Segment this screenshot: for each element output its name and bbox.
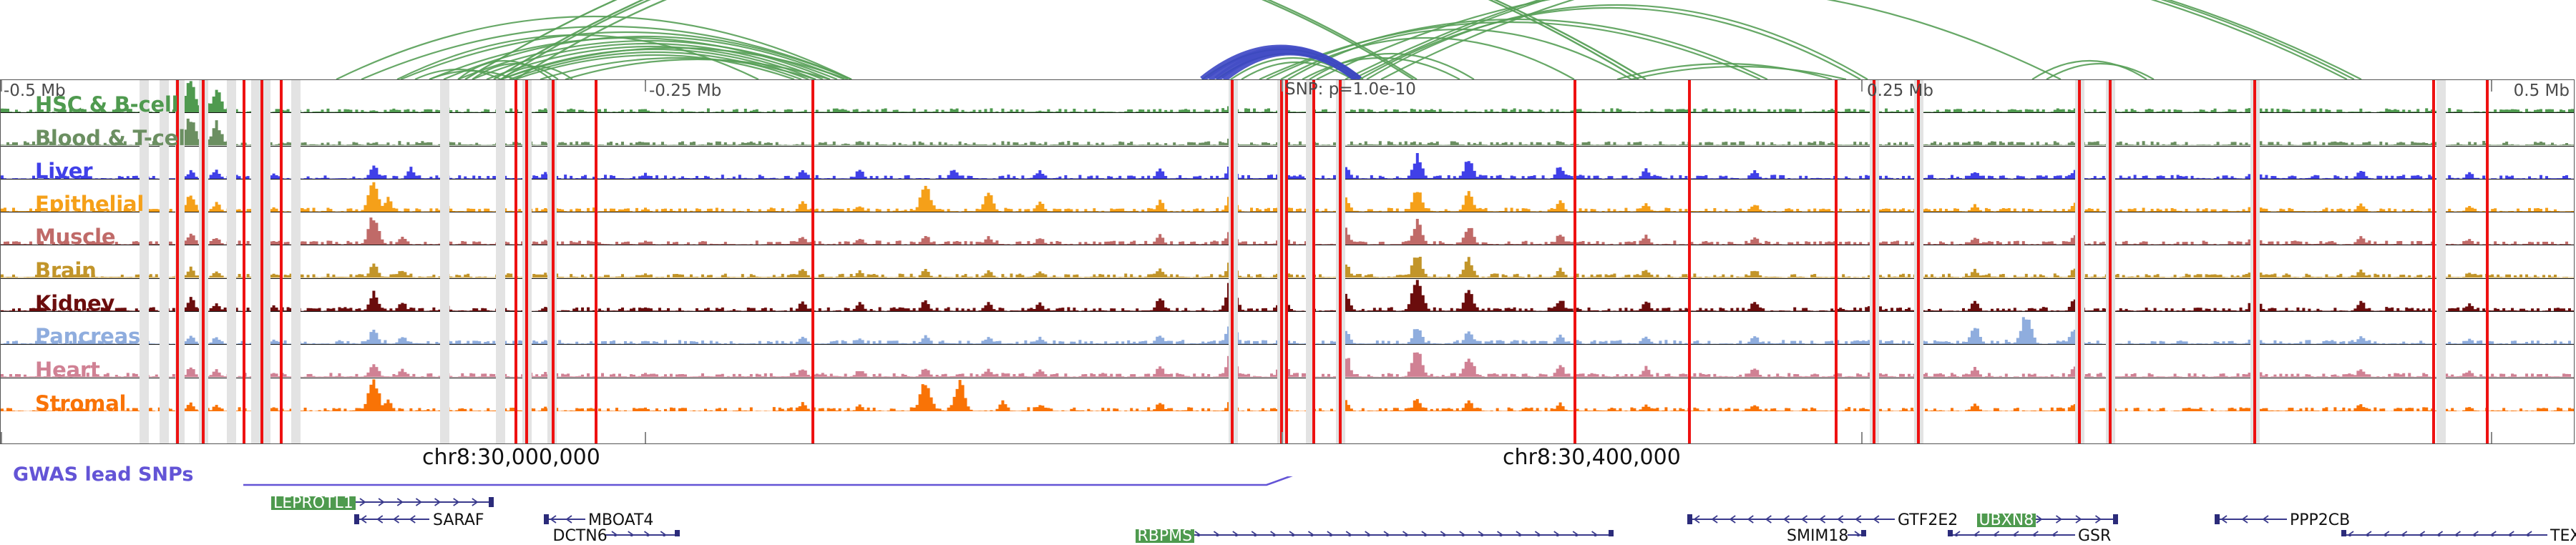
axis-tick	[1282, 432, 1283, 443]
track-label-epithelial: Epithelial	[35, 192, 145, 213]
axis-tick	[2491, 432, 2492, 443]
track-label-pancreas: Pancreas	[35, 324, 141, 345]
track-label-muscle: Muscle	[35, 225, 116, 246]
coordinate-label: chr8:30,000,000	[422, 445, 600, 470]
track-label-brain: Brain	[35, 257, 97, 279]
gene-label-gtf2e2[interactable]: GTF2E2	[1898, 511, 1958, 529]
gwas-lead-snps-connector: GWAS lead SNPs	[0, 458, 2576, 495]
axis-label-left: -0.5 Mb	[4, 82, 66, 100]
track-label-heart: Heart	[35, 357, 100, 378]
gene-label-ppp2cb[interactable]: PPP2CB	[2290, 511, 2351, 529]
axis-label-quarter-left: -0.25 Mb	[649, 82, 722, 100]
gene-annotation-track: LEPROTL1 SARAF MBOAT4 DCTN6 RBPMS GTF2E2 SMIM1…	[0, 494, 2576, 544]
gwas-lead-snps-label: GWAS lead SNPs	[13, 463, 194, 486]
coordinate-labels: chr8:30,000,000 chr8:30,400,000	[0, 445, 2576, 478]
axis-tick	[1, 432, 2, 443]
coordinate-label: chr8:30,400,000	[1503, 445, 1681, 470]
track-label-kidney: Kidney	[35, 291, 115, 313]
axis-tick	[645, 432, 646, 443]
axis-label-quarter-right: 0.25 Mb	[1867, 82, 1933, 100]
gene-label-leprotl1[interactable]: LEPROTL1	[271, 496, 356, 511]
track-label-liver: Liver	[35, 158, 93, 180]
axis-label-snp: SNP: p=1.0e-10	[1285, 80, 1416, 443]
track-label-stromal: Stromal	[35, 391, 127, 411]
gene-label-saraf[interactable]: SARAF	[433, 511, 484, 529]
axis-tick	[1861, 432, 1863, 443]
gene-label-mboat4[interactable]: MBOAT4	[588, 511, 654, 529]
gene-label-ubxn8[interactable]: UBXN8	[1976, 513, 2036, 529]
gene-models	[353, 497, 2547, 536]
track-label-blood-t-cell: Blood & T-cell	[35, 125, 192, 147]
signal-tracks-panel: -0.5 Mb -0.25 Mb SNP: p=1.0e-10 0.25 Mb …	[0, 79, 2575, 444]
axis-label-right: 0.5 Mb	[2513, 82, 2570, 100]
chromatin-interaction-arcs	[0, 0, 2576, 80]
track-label-hsc-b-cell: HSC & B-cell	[35, 92, 179, 114]
